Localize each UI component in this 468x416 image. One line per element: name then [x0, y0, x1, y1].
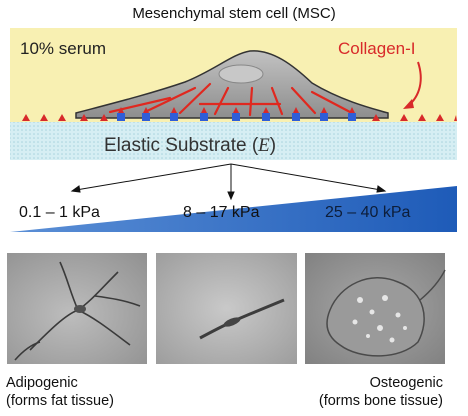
cell-nucleus [218, 64, 264, 84]
osteogenic-description: (forms bone tissue) [318, 393, 443, 409]
substrate-label: Elastic Substrate (E) [104, 135, 276, 156]
adipogenic-caption: Adipogenic (forms fat tissue) [6, 374, 114, 410]
adipogenic-label: Adipogenic [6, 375, 78, 391]
collagen-markers [22, 114, 457, 121]
stiffness-range-stiff: 25 – 40 kPa [325, 204, 411, 221]
diagram-title: Mesenchymal stem cell (MSC) [132, 5, 336, 22]
osteogenic-caption: Osteogenic (forms bone tissue) [319, 374, 443, 410]
micrograph-osteogenic [305, 253, 446, 364]
differentiation-arrows [70, 163, 387, 201]
micrograph-adipogenic [7, 253, 147, 364]
stiffness-range-soft: 0.1 – 1 kPa [19, 204, 100, 221]
stiffness-range-medium: 8 – 17 kPa [183, 204, 260, 221]
elastic-substrate [10, 122, 457, 160]
stiffness-gradient-wedge [10, 186, 457, 232]
focal-adhesions [80, 107, 380, 121]
micrograph-myogenic [156, 253, 297, 364]
serum-label: 10% serum [20, 39, 106, 58]
osteogenic-label: Osteogenic [369, 375, 443, 391]
stress-fibers [108, 82, 352, 117]
collagen-label: Collagen-I [338, 39, 416, 58]
adipogenic-description: (forms fat tissue) [6, 393, 114, 409]
